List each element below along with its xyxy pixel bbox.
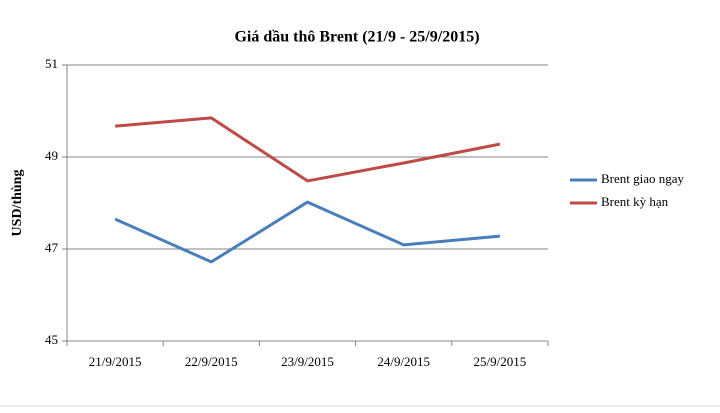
y-axis-label: USD/thùng: [10, 170, 25, 237]
y-tick-label: 49: [45, 148, 58, 163]
x-tick-label: 23/9/2015: [281, 354, 334, 369]
series-line: [114, 116, 501, 183]
y-tick-label: 51: [45, 56, 58, 71]
legend-label: Brent giao ngay: [601, 171, 685, 186]
legend-label: Brent kỳ hạn: [601, 194, 669, 209]
y-tick-label: 47: [45, 240, 59, 255]
series-line: [114, 200, 501, 264]
x-tick-label: 22/9/2015: [185, 354, 238, 369]
x-tick-label: 25/9/2015: [474, 354, 527, 369]
x-tick-label: 21/9/2015: [89, 354, 142, 369]
chart-title: Giá dầu thô Brent (21/9 - 25/9/2015): [234, 29, 479, 46]
y-tick-label: 45: [45, 332, 58, 347]
x-tick-label: 24/9/2015: [377, 354, 430, 369]
